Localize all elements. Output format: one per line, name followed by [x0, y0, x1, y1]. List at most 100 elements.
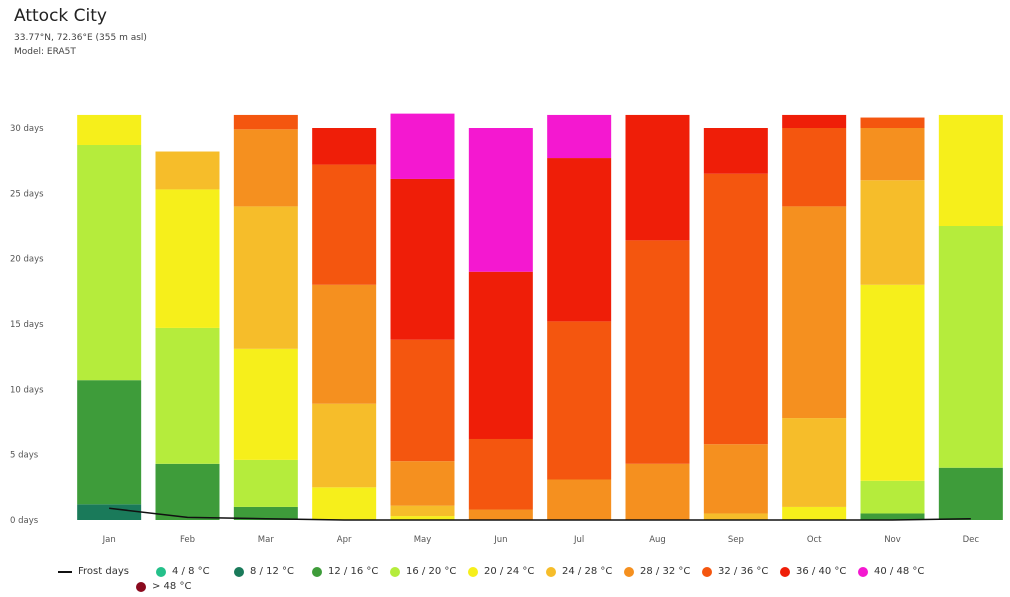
bar-segment [77, 144, 142, 381]
legend-label: 20 / 24 °C [484, 566, 535, 577]
bar-segment [938, 226, 1003, 468]
legend-item[interactable]: 16 / 20 °C [390, 566, 456, 577]
y-tick-label: 25 days [10, 189, 44, 199]
bar-segment [233, 506, 298, 520]
bar-segment [390, 461, 455, 506]
model-label: Model: ERA5T [14, 47, 76, 57]
bar-segment [782, 128, 847, 207]
bar-segment [233, 114, 298, 130]
bar-segment [233, 348, 298, 460]
bar-segment [860, 480, 925, 514]
legend-item[interactable]: 12 / 16 °C [312, 566, 378, 577]
bar-segment [155, 189, 220, 328]
bar-segment [625, 240, 690, 464]
legend-label: 16 / 20 °C [406, 566, 457, 577]
bar-segment [782, 114, 847, 128]
legend-item[interactable]: 40 / 48 °C [858, 566, 924, 577]
legend-swatch [702, 566, 712, 577]
bar-segment [390, 339, 455, 462]
stacked-bar-chart: 0 days 5 days 10 days 15 days 20 days 25 days… [10, 113, 1003, 545]
bar-segment [703, 173, 768, 445]
legend-label: 12 / 16 °C [328, 566, 379, 577]
y-tick-label: 5 days [10, 451, 39, 461]
bar-segment [547, 114, 612, 159]
x-tick-label: Apr [337, 535, 352, 545]
legend-item[interactable]: > 48 °C [136, 581, 191, 592]
legend-item[interactable]: 4 / 8 °C [156, 566, 210, 577]
legend-swatch [858, 566, 868, 577]
bar-segment [468, 128, 533, 272]
bar-segment [860, 513, 925, 520]
legend-item[interactable]: 36 / 40 °C [780, 566, 846, 577]
bar-segment [390, 516, 455, 520]
bar-segment [312, 487, 377, 520]
legend-item[interactable]: 20 / 24 °C [468, 566, 534, 577]
legend-item[interactable]: Frost days [58, 566, 129, 577]
bar-segment [233, 129, 298, 207]
bar-segment [312, 284, 377, 404]
x-tick-label: Jul [573, 535, 584, 545]
legend-swatch [624, 566, 634, 577]
legend-swatch [156, 566, 166, 577]
legend-swatch [780, 566, 790, 577]
x-tick-label: Mar [258, 535, 275, 545]
bar-segment [703, 444, 768, 514]
bar-segment [312, 403, 377, 488]
bar-segment [703, 128, 768, 174]
bar-segment [155, 463, 220, 520]
bar-segment [77, 380, 142, 505]
x-tick-label: Sep [728, 535, 744, 545]
legend-item[interactable]: 24 / 28 °C [546, 566, 612, 577]
y-tick-label: 0 days [10, 516, 39, 526]
frost-days-line [109, 507, 971, 521]
legend-swatch [234, 566, 244, 577]
legend-swatch [390, 566, 400, 577]
bar-segment [938, 114, 1003, 226]
bar-segment [468, 271, 533, 439]
y-tick-label: 20 days [10, 255, 44, 265]
bar-segment [468, 509, 533, 520]
x-tick-label: Jan [102, 535, 116, 545]
legend-swatch [136, 581, 146, 592]
legend-swatch [468, 566, 478, 577]
bar-segment [860, 284, 925, 481]
bar-segment [77, 504, 142, 520]
x-tick-label: Nov [884, 535, 901, 545]
legend-label: 4 / 8 °C [172, 566, 210, 577]
location-coordinates: 33.77°N, 72.36°E (355 m asl) [14, 33, 147, 43]
bar-segment [625, 463, 690, 520]
legend-label: 40 / 48 °C [874, 566, 925, 577]
bar-segment [547, 158, 612, 322]
legend-label: > 48 °C [152, 581, 192, 592]
legend-label: 36 / 40 °C [796, 566, 847, 577]
legend-label: 24 / 28 °C [562, 566, 613, 577]
bar-segment [390, 505, 455, 517]
bar-segment [312, 164, 377, 285]
legend-item[interactable]: 28 / 32 °C [624, 566, 690, 577]
y-tick-label: 30 days [10, 124, 44, 134]
chart-title: Attock City [14, 6, 107, 26]
legend-label: 8 / 12 °C [250, 566, 294, 577]
x-tick-label: Oct [807, 535, 822, 545]
bar-segment [703, 513, 768, 520]
legend-swatch [546, 566, 556, 577]
y-tick-label: 15 days [10, 320, 44, 330]
bar-segment [77, 114, 142, 145]
x-tick-label: Dec [963, 535, 980, 545]
legend-item[interactable]: 32 / 36 °C [702, 566, 768, 577]
bar-segment [155, 327, 220, 464]
bar-segment [468, 438, 533, 510]
legend-item[interactable]: 8 / 12 °C [234, 566, 294, 577]
y-tick-label: 10 days [10, 385, 44, 395]
bar-segment [782, 206, 847, 419]
legend-swatch [312, 566, 322, 577]
bar-segment [155, 151, 220, 190]
bar-segment [547, 321, 612, 480]
bar-segment [782, 418, 847, 507]
x-tick-label: Aug [649, 535, 666, 545]
bar-segment [312, 128, 377, 165]
bar-segment [782, 506, 847, 520]
bar-segment [938, 467, 1003, 520]
legend-label: 28 / 32 °C [640, 566, 691, 577]
bar-segment [625, 114, 690, 241]
